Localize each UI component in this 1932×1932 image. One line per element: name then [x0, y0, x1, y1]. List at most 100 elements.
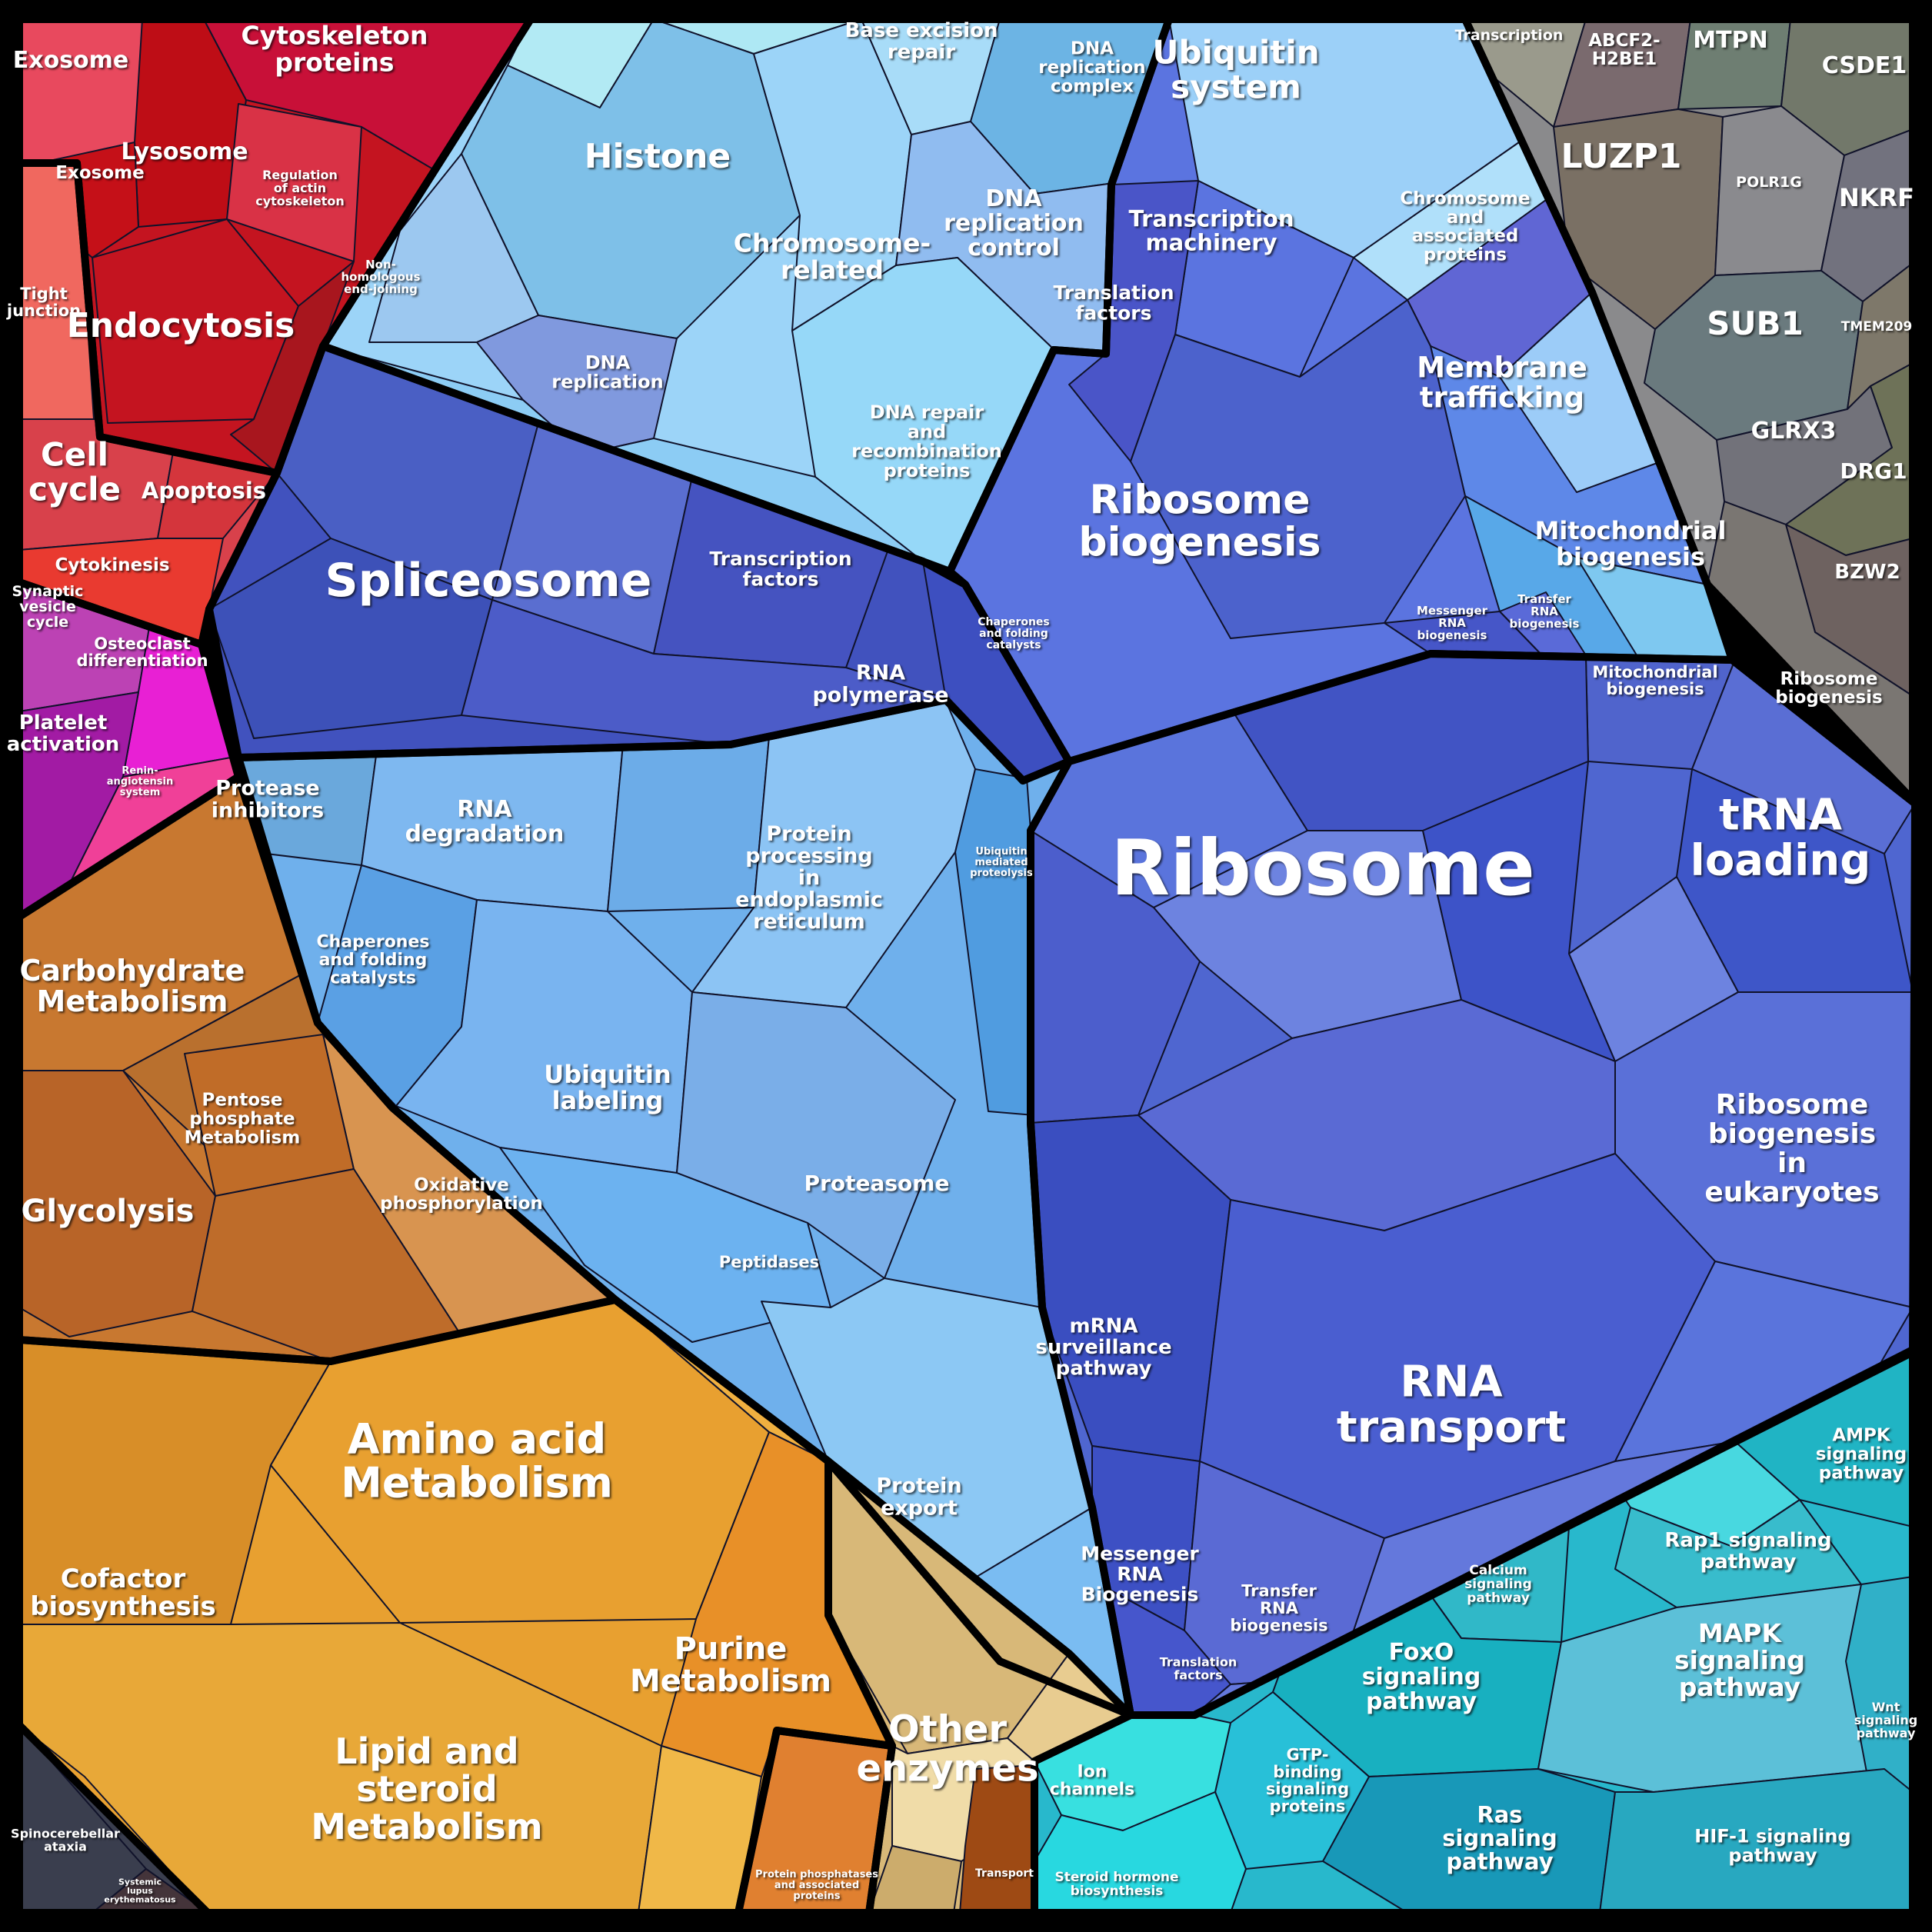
- label-amino-acid-group-2: Purine Metabolism: [630, 1631, 831, 1699]
- label-transcription-translation-group-5: Ribosome biogenesis: [1078, 477, 1321, 565]
- label-protein-processing-group-2: Protein processing in endoplasmic reticulum: [735, 822, 883, 934]
- outline-disease-dark-group: [15, 1721, 212, 1917]
- group-signaling-magenta: [19, 582, 238, 917]
- label-transcription-translation-group-1: Transcription machinery: [1129, 206, 1294, 256]
- group-protein-processing-group: [238, 700, 1131, 1715]
- label-gene-gray-group-3: CSDE1: [1822, 52, 1907, 79]
- label-transcription-translation-group-0: Ubiquitin system: [1152, 34, 1319, 106]
- label-signaling-teal-group-6: Ras signaling pathway: [1442, 1801, 1557, 1874]
- cell-spliceosome-b: [209, 538, 493, 739]
- label-spliceosome-group-2: RNA polymerase: [812, 661, 948, 708]
- label-gene-gray-group-10: DRG1: [1840, 458, 1907, 484]
- label-cell-growth-death-0: Tight junction: [6, 285, 81, 320]
- label-signaling-teal-group-10: Steroid hormone biosynthesis: [1054, 1870, 1178, 1899]
- label-ribosome-group-6: Transfer RNA biogenesis: [1230, 1582, 1327, 1635]
- label-signaling-teal-group-1: Rap1 signaling pathway: [1664, 1529, 1831, 1574]
- label-other-enzymes-group-1: Transport: [975, 1867, 1034, 1880]
- label-signaling-teal-group-9: Ion channels: [1050, 1762, 1134, 1799]
- label-membrane-cellular-processes-5: Endocytosis: [67, 306, 295, 345]
- label-membrane-cellular-processes-1: Cytoskeleton proteins: [242, 21, 428, 78]
- cell-transport: [959, 1764, 1035, 1913]
- label-carbohydrate-group-0: Carbohydrate Metabolism: [20, 954, 245, 1018]
- label-protein-processing-group-3: Chaperones and folding catalysts: [317, 933, 430, 988]
- label-protein-phosphatases-group-0: Protein phosphatases and associated protei…: [755, 1869, 878, 1902]
- label-membrane-cellular-processes-3: Exosome: [55, 163, 144, 183]
- label-transcription-translation-group-2: Translation factors: [1053, 281, 1174, 325]
- label-amino-acid-group-0: Amino acid Metabolism: [341, 1414, 613, 1507]
- cell-rib-d: [1422, 761, 1616, 1062]
- cell-rna-degradation-b: [607, 736, 770, 912]
- cell-non-homologous-end-joining: [368, 153, 539, 343]
- label-ribosome-group-1: tRNA loading: [1690, 790, 1871, 885]
- cell-steroid-hormone: [1034, 1791, 1247, 1913]
- cell-spinocerebellar-ataxia: [19, 1725, 147, 1913]
- cell-ribosome-biogenesis-area: [1130, 299, 1466, 639]
- group-ribosome-group: [1031, 654, 1915, 1715]
- group-gene-gray-group: [1465, 19, 1913, 800]
- label-dna-group-2: Base excision repair: [844, 19, 998, 64]
- label-signaling-magenta-3: Renin-angiotensin system: [107, 765, 173, 798]
- label-spliceosome-group-1: Transcription factors: [709, 548, 851, 591]
- cell-endocytosis-dark: [230, 261, 355, 473]
- label-protein-processing-group-7: Protein export: [876, 1474, 961, 1521]
- label-signaling-teal-group-2: Calcium signaling pathway: [1464, 1563, 1532, 1606]
- cell-rib-e: [1031, 830, 1201, 1124]
- label-gene-gray-group-7: SUB1: [1707, 305, 1804, 342]
- label-cell-growth-death-2: Apoptosis: [142, 478, 266, 504]
- label-membrane-cellular-processes-4: Regulation of actin cytoskeleton: [255, 168, 345, 208]
- label-signaling-teal-group-0: AMPK signaling pathway: [1816, 1426, 1907, 1484]
- cell-systemic-lupus: [92, 1868, 208, 1913]
- outline-gene-gray-group: [1461, 15, 1917, 804]
- label-protein-processing-group-6: Peptidases: [719, 1253, 819, 1271]
- label-signaling-teal-group-4: MAPK signaling pathway: [1674, 1618, 1805, 1702]
- label-dna-group-1: Chromosome-related: [734, 228, 931, 285]
- label-signaling-magenta-1: Osteoclast differentiation: [76, 635, 208, 670]
- label-membrane-cellular-processes-0: Exosome: [13, 47, 129, 74]
- label-amino-acid-group-3: Lipid and steroid Metabolism: [311, 1730, 542, 1847]
- label-protein-processing-group-8: Ubiquitin mediated proteolysis: [970, 846, 1033, 879]
- label-gene-gray-group-11: BZW2: [1834, 561, 1900, 584]
- cell-carbohydrate-c: [192, 1168, 478, 1361]
- label-amino-acid-group-1: Cofactor biosynthesis: [30, 1564, 216, 1622]
- label-transcription-translation-group-8: Transfer RNA biogenesis: [1510, 592, 1580, 631]
- label-gene-gray-group-5: POLR1G: [1736, 174, 1802, 191]
- label-disease-dark-group-0: Spinocerebellar ataxia: [11, 1827, 120, 1854]
- cell-protein-processing-er: [691, 701, 976, 1008]
- label-ribosome-group-5: Messenger RNA Biogenesis: [1081, 1543, 1199, 1606]
- group-spliceosome-group: [209, 346, 1069, 781]
- label-transcription-translation-group-4: Membrane trafficking: [1417, 351, 1587, 414]
- label-transcription-translation-group-6: Mitochondrial biogenesis: [1535, 516, 1727, 571]
- label-protein-processing-group-0: Protease inhibitors: [212, 777, 324, 823]
- label-ribosome-group-3: RNA transport: [1337, 1357, 1566, 1452]
- label-spliceosome-group-0: Spliceosome: [325, 554, 652, 608]
- label-dna-group-4: DNA replication control: [944, 185, 1084, 261]
- label-ribosome-group-4: mRNA surveillance pathway: [1035, 1314, 1171, 1380]
- label-dna-group-5: DNA replication: [551, 351, 663, 392]
- cell-enzymes-d: [868, 1845, 962, 1913]
- label-signaling-magenta-0: Synaptic vesicle cycle: [12, 583, 84, 631]
- cell-cytokinesis: [19, 538, 224, 645]
- label-dna-group-6: Non-homologous end-joining: [341, 258, 420, 296]
- label-carbohydrate-group-3: Oxidative phosphorylation: [380, 1175, 543, 1214]
- label-other-enzymes-group-0: Other enzymes: [856, 1708, 1038, 1790]
- label-ribosome-group-0: Ribosome: [1111, 823, 1535, 913]
- label-ribosome-group-9: Ribosome biogenesis: [1775, 669, 1882, 708]
- cell-cytoskeleton-proteins: [203, 19, 531, 178]
- label-dna-group-0: Histone: [585, 137, 731, 176]
- label-ribosome-group-7: Translation factors: [1160, 1655, 1237, 1683]
- label-gene-gray-group-2: MTPN: [1693, 27, 1767, 54]
- group-transcription-translation-group: [950, 19, 1732, 761]
- label-transcription-translation-group-7: Messenger RNA biogenesis: [1417, 604, 1488, 642]
- group-membrane-cellular-processes: [19, 19, 531, 473]
- label-cell-growth-death-1: Cell cycle: [28, 436, 121, 508]
- label-protein-processing-group-1: RNA degradation: [405, 796, 565, 848]
- label-gene-gray-group-8: TMEM209: [1841, 319, 1913, 335]
- label-carbohydrate-group-1: Pentose phosphate Metabolism: [185, 1091, 301, 1148]
- label-protein-processing-group-4: Ubiquitin labeling: [544, 1060, 671, 1115]
- label-signaling-teal-group-5: Wnt signaling pathway: [1854, 1700, 1917, 1740]
- outline-signaling-teal-group: [1031, 1348, 1917, 1917]
- label-signaling-teal-group-3: FoxO signaling pathway: [1362, 1639, 1481, 1715]
